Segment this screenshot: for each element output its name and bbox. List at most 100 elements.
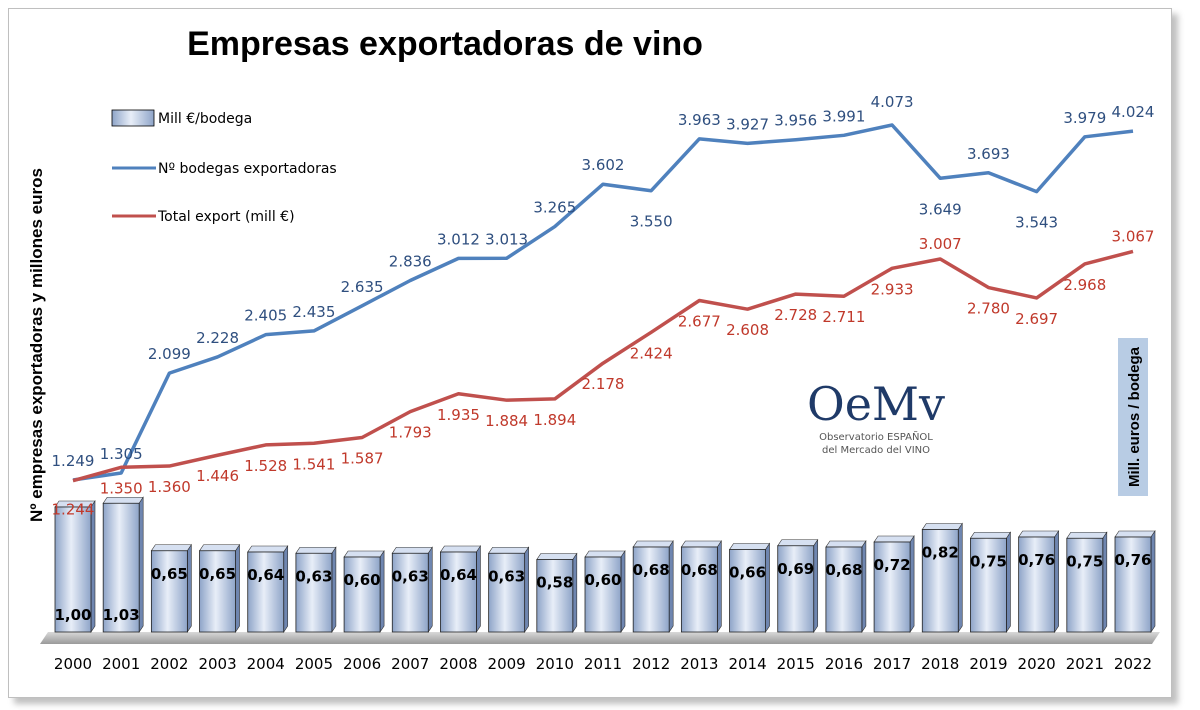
bar-2011 [584,550,626,633]
bar-value-label: 0,68 [825,561,862,579]
logo-mark: OeMv [807,377,945,431]
bar-value-label: 0,63 [295,567,332,585]
bodegas-label: 2.435 [292,303,335,321]
bar-front [295,552,333,633]
bar-front [488,552,526,633]
bar-value-label: 0,64 [440,566,477,584]
bar-front [150,550,188,633]
legend-red-label: Total export (mill €) [157,209,295,225]
export-label: 1.360 [148,478,191,496]
bar-top [680,540,722,548]
export-label: 1.541 [292,455,335,473]
bodegas-label: 1.249 [52,452,95,470]
oemv-logo: OeMv Observatorio ESPAÑOL del Mercado de… [807,377,945,456]
bar-value-label: 0,76 [1018,551,1055,569]
bodegas-label: 3.543 [1015,214,1058,232]
export-label: 2.697 [1015,310,1058,328]
bar-top [295,546,337,554]
bar-top [632,540,674,548]
bar-top [825,540,867,548]
bar-side [427,546,433,633]
bar-front [777,545,815,633]
export-label: 2.608 [726,321,769,339]
bar-side [1102,531,1108,633]
bar-value-label: 0,60 [584,571,621,589]
x-tick-label: 2013 [680,655,718,673]
bar-top [584,550,626,558]
bar-front [440,551,477,633]
bodegas-label: 3.602 [582,156,625,174]
bar-2021 [1066,531,1108,633]
bar-value-label: 0,66 [729,564,766,582]
export-label: 2.178 [582,375,625,393]
bodegas-label: 4.024 [1112,103,1155,121]
export-label: 2.728 [774,306,817,324]
bar-side [476,545,481,633]
bar-front [536,559,574,633]
x-tick-label: 2003 [198,655,236,673]
x-tick-label: 2015 [777,655,815,673]
export-label: 2.968 [1063,276,1106,294]
x-tick-label: 2000 [54,655,92,673]
bar-top [343,550,385,558]
bar-front [1018,536,1056,633]
x-tick-label: 2014 [728,655,766,673]
bar-2013 [680,540,722,633]
x-tick-label: 2021 [1066,655,1104,673]
bodegas-label: 3.693 [967,145,1010,163]
x-tick-label: 2022 [1114,655,1152,673]
x-tick-label: 2012 [632,655,670,673]
bar-2002 [150,543,192,633]
x-tick-label: 2016 [825,655,863,673]
bodegas-label: 3.012 [437,230,480,248]
bar-top [1018,530,1060,538]
bar-front [584,556,622,633]
x-tick-label: 2017 [873,655,911,673]
bar-side [572,552,578,633]
x-tick-label: 2011 [584,655,622,673]
bar-value-label: 0,60 [344,571,381,589]
bar-2022 [1114,530,1156,633]
bar-top [728,543,771,550]
bar-2010 [536,552,578,633]
labels-layer: 1,00 1,03 0,65 0,65 0,64 0,63 0,60 0,63 0,64 0,63… [52,93,1155,624]
bar-side [1006,531,1011,633]
legend-bar-swatch [111,109,155,127]
bar-front [199,550,236,633]
bar-side [283,545,289,633]
bar-2001 [102,496,144,633]
bar-side [90,500,96,633]
export-label: 1.884 [485,412,528,430]
export-label: 1.244 [52,501,95,519]
bar-2006 [343,550,385,633]
bar-front [921,529,959,633]
bar-front [825,546,863,633]
bar-side [861,540,867,633]
bar-2016 [825,540,867,633]
bar-side [187,543,192,633]
bar-top [536,553,578,560]
bar-top [150,544,192,552]
bars-layer [54,496,1156,633]
bar-front [729,549,766,633]
bar-value-label: 1,03 [103,606,140,624]
bar-value-label: 0,72 [874,556,911,574]
bar-value-label: 0,68 [681,561,718,579]
legend: Mill €/bodega Nº bodegas exportadoras To… [111,109,337,225]
bar-2019 [969,531,1012,633]
bodegas-label: 3.979 [1063,109,1106,127]
bar-top [969,531,1012,539]
line-bodegas [72,123,1134,482]
x-tick-label: 2001 [102,655,140,673]
bar-top [198,544,241,552]
bar-front [680,546,718,633]
export-label: 1.350 [100,479,143,497]
bar-top [488,546,530,554]
bar-side [620,550,626,633]
bar-2005 [295,546,337,633]
bodegas-label: 2.405 [244,307,287,325]
export-label: 1.528 [244,457,287,475]
bar-top [1114,530,1156,538]
bodegas-label: 1.305 [100,445,143,463]
